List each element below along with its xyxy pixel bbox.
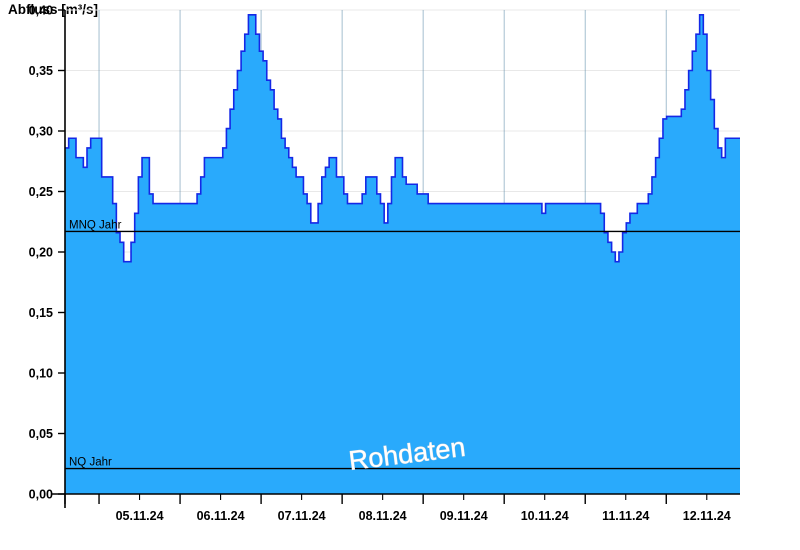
discharge-step-line [65,14,740,263]
x-tick-label: 05.11.24 [116,509,164,523]
y-tick-label: 0,25 [29,185,53,199]
page-title: Abfluss [m³/s] [8,2,99,17]
y-tick-label: 0,30 [29,125,53,139]
y-tick-label: 0,40 [29,4,53,18]
x-tick-label: 11.11.24 [602,509,649,523]
x-tick-label: 08.11.24 [359,509,407,523]
x-tick-label: 12.11.24 [683,509,731,523]
x-axis-ticks [64,494,708,504]
y-tick-label: 0,15 [29,306,53,320]
reference-label-0: MNQ Jahr [69,219,122,231]
discharge-area-fill [65,14,740,495]
y-tick-label: 0,05 [29,427,53,441]
x-tick-label: 10.11.24 [521,509,569,523]
reference-lines [65,230,740,470]
discharge-series [65,14,740,495]
y-axis-labels: 0,00 0,05 0,10 0,15 0,20 0,25 0,30 0,35 0,40 [29,4,53,502]
y-tick-label: 0,10 [29,367,53,381]
x-tick-label: 07.11.24 [278,509,326,523]
reference-line-labels: MNQ Jahr NQ Jahr [69,219,122,468]
y-axis-ticks [58,9,65,495]
y-tick-label: 0,00 [29,488,53,502]
x-tick-label: 06.11.24 [197,509,245,523]
reference-label-1: NQ Jahr [69,457,112,469]
x-axis-labels: 05.11.24 06.11.24 07.11.24 08.11.24 09.11.24… [116,509,731,523]
axes [51,9,740,508]
x-tick-label: 09.11.24 [440,509,488,523]
y-tick-label: 0,35 [29,64,53,78]
y-tick-label: 0,20 [29,246,53,260]
